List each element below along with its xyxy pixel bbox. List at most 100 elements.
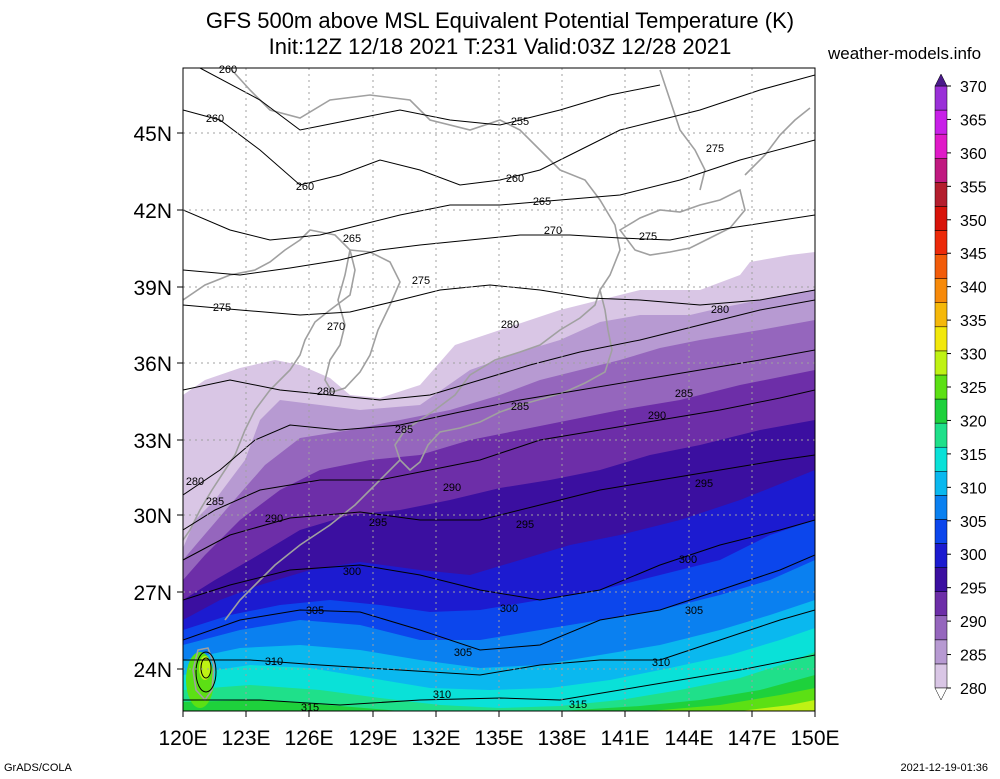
contour-lines: [183, 68, 815, 706]
lat-label: 42N: [133, 200, 172, 223]
colorbar-swatch: [934, 326, 948, 352]
contour-label: 255: [511, 116, 529, 128]
contour-label: 300: [679, 554, 697, 566]
contour-label: 285: [675, 388, 693, 400]
contour-label: 290: [443, 482, 461, 494]
colorbar-label: 315: [960, 447, 987, 464]
colorbar-swatch: [934, 446, 948, 472]
colorbar-swatch: [934, 254, 948, 279]
lon-label: 138E: [537, 727, 586, 750]
colorbar: 280 285 290 295 300 305 310 315 320 325 330 335 340 3…: [934, 73, 987, 701]
lat-label: 45N: [133, 123, 172, 146]
colorbar-label: 370: [960, 79, 987, 96]
colorbar-swatch: [934, 206, 948, 231]
contour-label: 275: [706, 143, 724, 155]
colorbar-label: 350: [960, 213, 987, 230]
contour-label: 285: [511, 401, 529, 413]
colorbar-swatch: [934, 639, 948, 665]
colorbar-swatch: [934, 422, 948, 448]
contour-label: 300: [343, 566, 361, 578]
coast-japan-honshu: [394, 287, 613, 472]
colorbar-swatch: [934, 157, 948, 183]
contour-label: 285: [395, 424, 413, 436]
contour-label: 260: [506, 173, 524, 185]
contour-label: 315: [301, 702, 319, 714]
colorbar-label: 300: [960, 547, 987, 564]
title-line-2: Init:12Z 12/18 2021 T:231 Valid:03Z 12/2…: [268, 34, 732, 59]
chart-title: GFS 500m above MSL Equivalent Potential …: [0, 8, 1000, 60]
contour-label: 265: [533, 196, 551, 208]
contour-label: 290: [265, 513, 283, 525]
colorbar-swatch: [934, 350, 948, 376]
contour-label: 270: [327, 321, 345, 333]
contour-label: 260: [296, 181, 314, 193]
colorbar-label: 325: [960, 380, 987, 397]
colorbar-swatch: [934, 567, 948, 592]
colorbar-label: 360: [960, 146, 987, 163]
colorbar-swatch: [934, 133, 948, 159]
contour-label: 275: [639, 231, 657, 243]
colorbar-label: 285: [960, 648, 987, 665]
contour-label: 310: [433, 689, 451, 701]
lon-label: 144E: [664, 727, 713, 750]
colorbar-swatch: [934, 230, 948, 255]
lat-label: 27N: [133, 582, 172, 605]
colorbar-swatch: [934, 471, 948, 496]
colorbar-label: 365: [960, 112, 987, 129]
contour-label: 295: [695, 478, 713, 490]
lon-label: 123E: [221, 727, 270, 750]
contour-label: 295: [369, 517, 387, 529]
colorbar-label: 280: [960, 681, 987, 698]
contour-label: 265: [343, 233, 361, 245]
colorbar-max-arrow: [934, 73, 948, 87]
shade-330: [183, 652, 815, 711]
contour-label: 280: [501, 319, 519, 331]
contour-label: 280: [711, 304, 729, 316]
contour-label: 310: [265, 656, 283, 668]
contour-label: 275: [213, 302, 231, 314]
contour-labels: 260 260 255 275 260 260 265 265 270 275 …: [186, 64, 729, 714]
colorbar-label: 355: [960, 179, 987, 196]
colorbar-swatch: [934, 519, 948, 544]
lon-label: 135E: [474, 727, 523, 750]
lat-label: 33N: [133, 430, 172, 453]
shade-345: [740, 700, 815, 711]
title-line-1: GFS 500m above MSL Equivalent Potential …: [205, 8, 795, 33]
site-credit: weather-models.info: [828, 44, 982, 63]
footer-credit: GrADS/COLA: [4, 762, 72, 774]
coast-ryukyu: [224, 459, 401, 621]
contour-label: 290: [648, 410, 666, 422]
lon-label: 129E: [348, 727, 397, 750]
axis-ticks: [177, 132, 816, 717]
colorbar-swatch: [934, 543, 948, 568]
contour-label: 305: [685, 605, 703, 617]
contour-label: 280: [317, 386, 335, 398]
colorbar-label: 310: [960, 480, 987, 497]
contour-label: 295: [516, 519, 534, 531]
colorbar-swatch: [934, 591, 948, 617]
colorbar-swatch: [934, 398, 948, 424]
coast-kuriles: [744, 107, 811, 176]
lon-label: 150E: [790, 727, 839, 750]
lat-label: 24N: [133, 659, 172, 682]
colorbar-swatch: [934, 182, 948, 207]
shade-325: [183, 628, 815, 711]
contour-label: 260: [219, 64, 237, 76]
lon-label: 126E: [284, 727, 333, 750]
lon-labels: 120E 123E 126E 129E 132E 135E 138E 141E …: [158, 727, 839, 750]
colorbar-swatch: [934, 663, 948, 689]
colorbar-label: 320: [960, 413, 987, 430]
contour-label: 270: [544, 225, 562, 237]
colorbar-label: 345: [960, 246, 987, 263]
coast-korea: [324, 249, 401, 393]
shade-340: [650, 688, 815, 711]
lon-label: 147E: [727, 727, 776, 750]
contour-label: 285: [206, 496, 224, 508]
colorbar-label: 330: [960, 347, 987, 364]
contour-label: 315: [569, 699, 587, 711]
colorbar-label: 290: [960, 614, 987, 631]
contour-label: 275: [412, 275, 430, 287]
contour-label: 305: [454, 647, 472, 659]
coast-taiwan: [192, 647, 215, 702]
